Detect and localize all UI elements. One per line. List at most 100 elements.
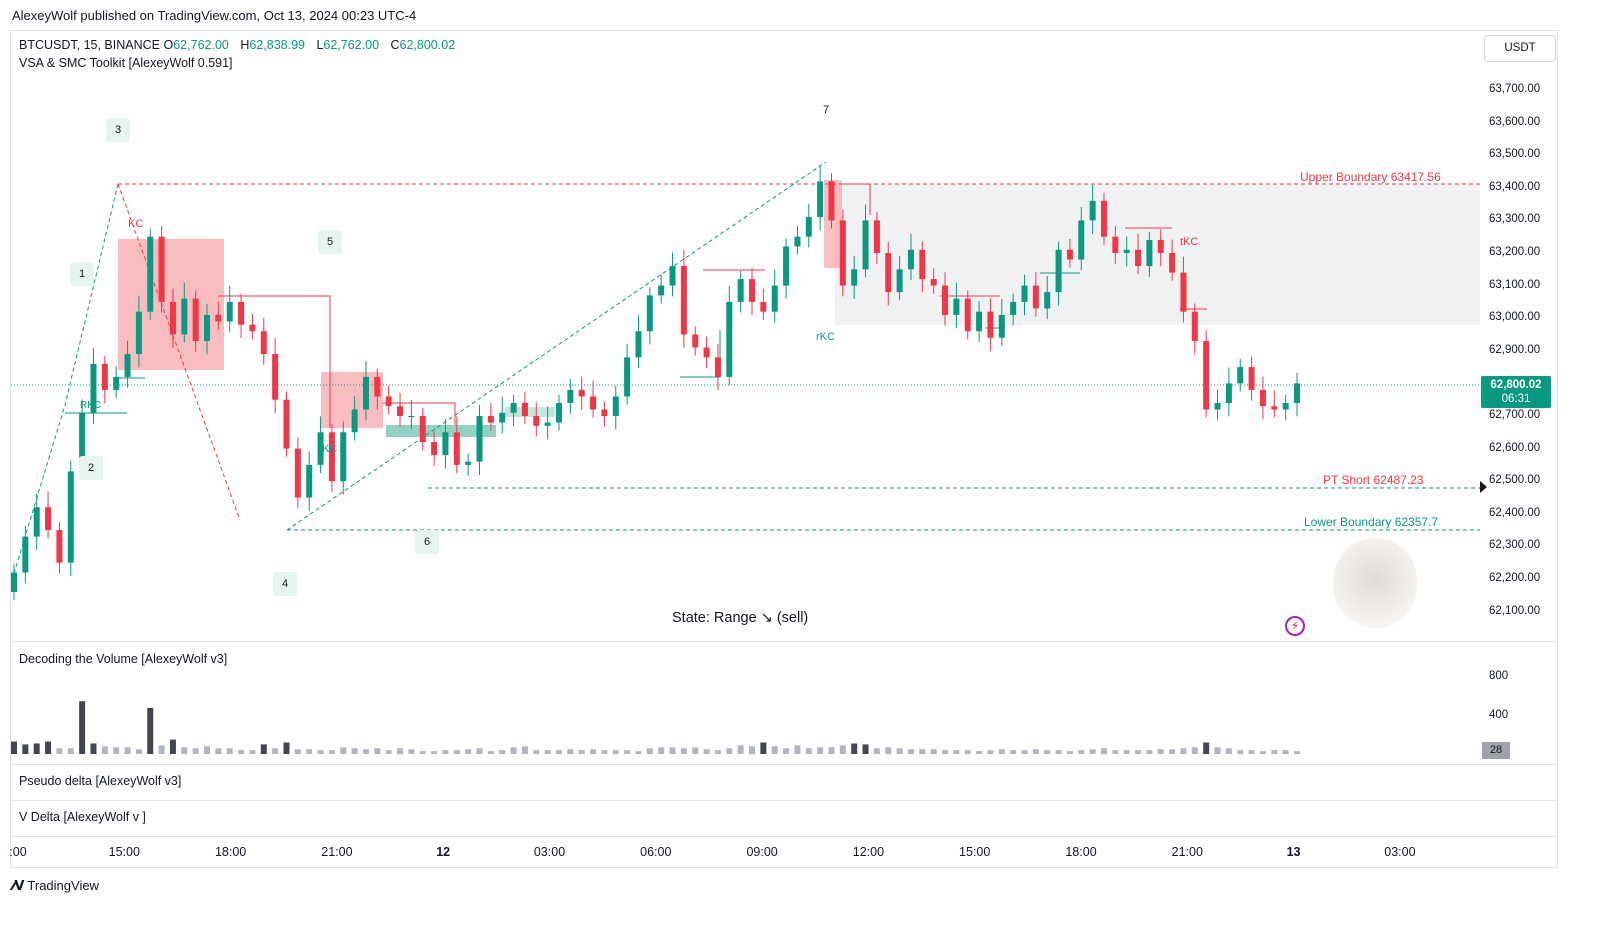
volume-bar	[1123, 750, 1130, 754]
volume-bar	[1237, 750, 1244, 754]
volume-bar	[590, 749, 597, 754]
candle-body	[555, 402, 562, 423]
wave-line-down-1	[117, 183, 241, 521]
candle-body	[1225, 383, 1232, 403]
annotation-tkc: tKC	[1180, 236, 1199, 248]
candle-body	[521, 402, 528, 416]
brand-name: TradingView	[27, 878, 99, 893]
candle-body	[658, 285, 665, 296]
volume-bar	[953, 750, 960, 754]
candle-body	[397, 406, 404, 416]
wave-label-2: 2	[79, 456, 103, 480]
pane-divider-3[interactable]	[11, 800, 1557, 801]
volume-bar	[226, 748, 233, 754]
open-key: O	[163, 38, 174, 52]
pane-divider-1[interactable]	[11, 641, 1557, 642]
candle-body	[169, 301, 176, 335]
volume-bar	[1294, 751, 1300, 754]
candle-body	[340, 432, 347, 482]
candle-body	[590, 396, 597, 410]
candle-body	[453, 432, 460, 465]
volume-bar	[555, 750, 562, 754]
candle-body	[124, 354, 131, 377]
volume-bar	[374, 748, 381, 754]
volume-bar	[90, 743, 97, 754]
volume-bar	[465, 749, 472, 754]
candle-body	[942, 285, 949, 315]
candle-body	[976, 311, 983, 332]
volume-bar	[22, 744, 29, 754]
wave-label-7: 7	[822, 104, 830, 116]
volume-bar	[1055, 750, 1062, 754]
volume-bar	[1248, 750, 1255, 754]
candle-body	[1271, 406, 1278, 410]
volume-bar	[1112, 750, 1119, 754]
candle-body	[238, 301, 245, 325]
candle-body	[442, 432, 449, 456]
candle-body	[1169, 253, 1176, 273]
candle-body	[328, 432, 335, 482]
candle-body	[749, 279, 756, 302]
volume-bar	[249, 750, 256, 754]
v-delta-pane-label[interactable]: V Delta [AlexeyWolf v ]	[19, 810, 146, 824]
state-label: State: Range ↘ (sell)	[672, 610, 809, 626]
volume-bar	[612, 750, 619, 754]
candle-body	[1044, 292, 1051, 309]
candle-body	[873, 220, 880, 253]
tradingview-logo[interactable]: ⁄⁄Ⅴ TradingView	[12, 878, 99, 894]
scroll-arrow-icon[interactable]	[1480, 481, 1487, 493]
candle-body	[135, 311, 142, 355]
volume-bar	[169, 739, 176, 754]
pane-divider-2[interactable]	[11, 764, 1557, 765]
currency-button[interactable]: USDT	[1484, 35, 1556, 62]
volume-bar	[33, 743, 40, 754]
indicator-legend[interactable]: VSA & SMC Toolkit [AlexeyWolf 0.591]	[19, 56, 233, 70]
candle-body	[510, 402, 517, 413]
volume-tick-label: 400	[1489, 708, 1509, 721]
demand-zone-1	[386, 425, 496, 437]
volume-bar	[1191, 747, 1198, 754]
candle-body	[374, 376, 381, 397]
high-key: H	[240, 38, 250, 52]
volume-pane-label[interactable]: Decoding the Volume [AlexeyWolf v3]	[19, 652, 228, 666]
candle-body	[646, 295, 653, 332]
bar-countdown: 06:31	[1501, 393, 1531, 405]
price-tick-label: 62,200.00	[1489, 572, 1541, 584]
candle-body	[192, 298, 199, 342]
candle-body	[601, 409, 608, 416]
candle-body	[67, 471, 74, 563]
candle-body	[431, 442, 438, 456]
volume-bar	[1282, 750, 1289, 754]
volume-bar	[204, 746, 211, 754]
volume-bar	[567, 749, 574, 754]
volume-bar	[976, 751, 983, 754]
volume-bar	[1010, 750, 1017, 754]
candle-body	[760, 301, 767, 312]
candle-body	[1089, 200, 1096, 221]
annotation-rkc-small: RKC	[80, 400, 102, 411]
volume-bar	[783, 748, 790, 754]
symbol-legend[interactable]: BTCUSDT, 15, BINANCE O62,762.00 H62,838.…	[19, 38, 463, 52]
volume-bar	[680, 748, 687, 754]
volume-bar	[1146, 750, 1153, 754]
volume-tick-label: 800	[1489, 670, 1509, 683]
candle-body	[1203, 341, 1210, 410]
candle-body	[885, 253, 892, 293]
candle-body	[317, 432, 324, 465]
candle-body	[987, 311, 994, 338]
volume-bar	[385, 750, 392, 754]
annotation-kc-1: KC	[128, 218, 144, 230]
volume-bar	[885, 747, 892, 754]
pseudo-delta-pane-label[interactable]: Pseudo delta [AlexeyWolf v3]	[19, 774, 182, 788]
volume-bar	[1021, 750, 1028, 754]
volume-bar	[192, 748, 199, 754]
symbol-name[interactable]: BTCUSDT, 15, BINANCE	[19, 38, 161, 52]
candle-body	[79, 412, 86, 472]
volume-bar	[419, 751, 426, 754]
lightning-icon[interactable]: ⚡	[1285, 616, 1305, 636]
candle-body	[930, 279, 937, 286]
volume-bar	[215, 748, 222, 754]
candle-body	[964, 298, 971, 332]
time-tick-label: 21:00	[1171, 845, 1203, 859]
